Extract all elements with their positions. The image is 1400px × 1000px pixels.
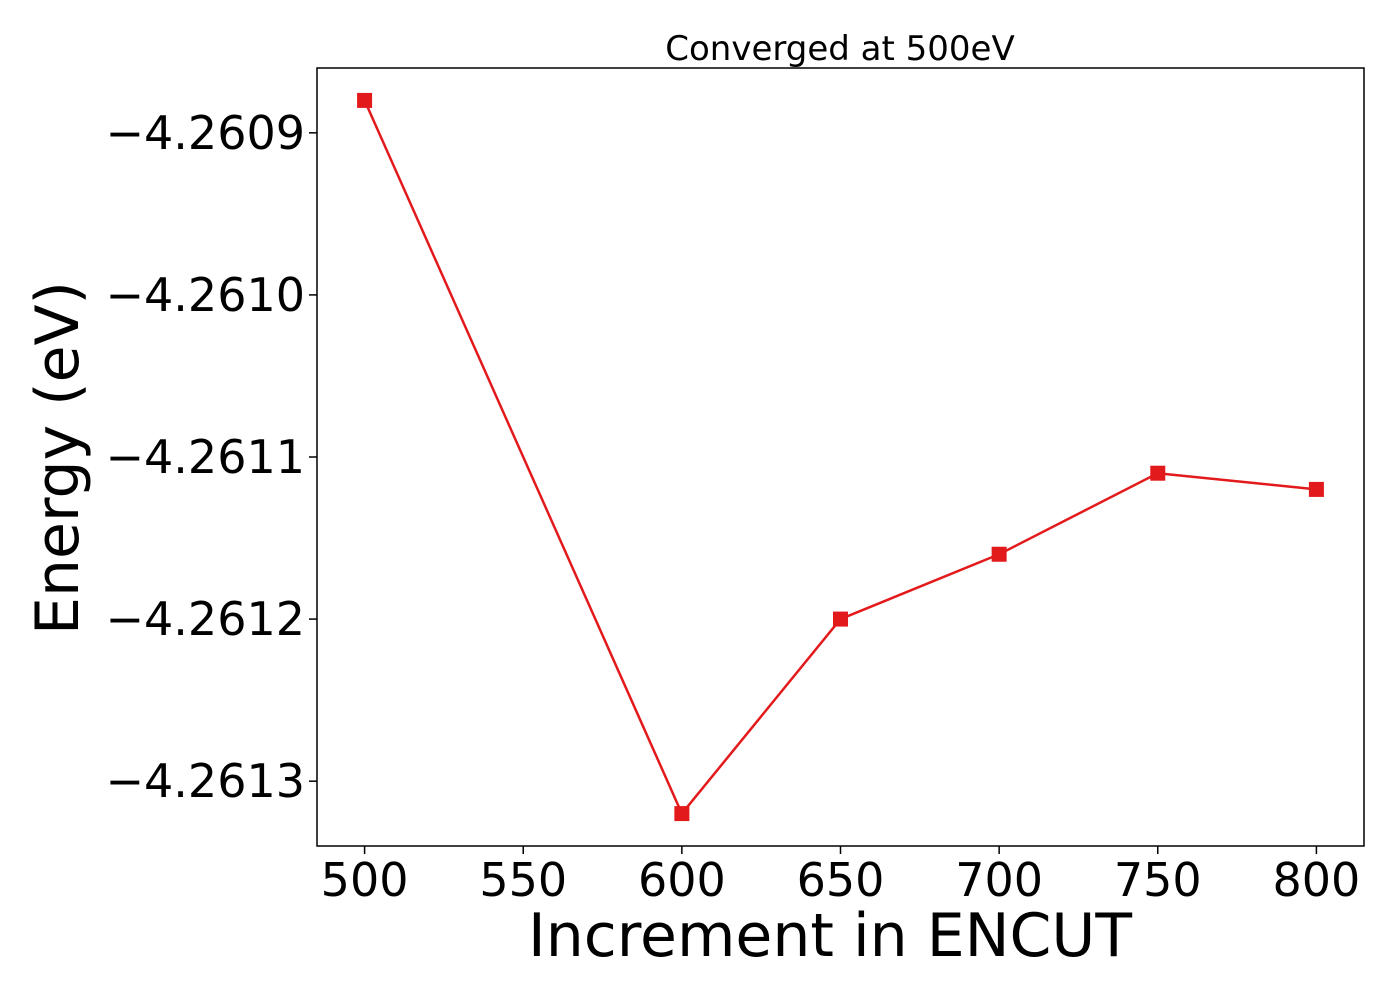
- series-layer: [357, 92, 1324, 822]
- x-axis: 500 550 600 650 700 750 800: [321, 846, 1361, 907]
- data-point-marker: [833, 611, 848, 627]
- y-tick-label: −4.2612: [106, 592, 306, 646]
- plot-frame: [316, 67, 1365, 847]
- chart-title: Converged at 500eV: [665, 29, 1014, 69]
- y-axis-title: Energy (eV): [23, 281, 93, 635]
- data-point-marker: [1150, 465, 1166, 481]
- y-tick-label: −4.2613: [106, 754, 306, 808]
- x-tick-label: 700: [955, 853, 1043, 907]
- series-line: [363, 99, 1317, 815]
- data-point-marker: [991, 546, 1007, 562]
- x-axis-title: Increment in ENCUT: [528, 901, 1132, 971]
- x-tick-label: 750: [1114, 853, 1202, 907]
- x-tick-label: 800: [1273, 853, 1361, 907]
- data-point-marker: [674, 806, 690, 822]
- y-tick-label: −4.2611: [106, 430, 306, 484]
- plot-area: [316, 67, 1365, 847]
- data-point-marker: [357, 92, 373, 108]
- y-tick-label: −4.2609: [106, 106, 306, 160]
- x-tick-label: 650: [797, 853, 885, 907]
- x-tick-label: 500: [321, 853, 409, 907]
- x-tick-label: 600: [638, 853, 726, 907]
- x-tick-label: 550: [479, 853, 567, 907]
- data-point-marker: [1308, 481, 1324, 497]
- y-tick-label: −4.2610: [106, 268, 306, 322]
- y-axis: −4.2609 −4.2610 −4.2611 −4.2612 −4.2613: [106, 106, 317, 808]
